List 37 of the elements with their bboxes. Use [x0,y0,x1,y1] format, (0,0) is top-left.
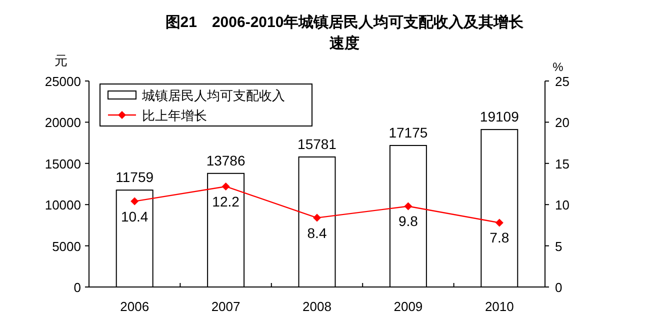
data-label: 10.4 [120,208,148,224]
y2-tick-label: 20 [555,115,570,130]
y-tick-label: 25000 [44,74,81,89]
legend-label: 城镇居民人均可支配收入 [141,88,285,103]
point [404,202,412,210]
data-label: 7.8 [490,230,510,246]
y2-tick-label: 0 [555,280,562,295]
y-tick-label: 15000 [44,156,81,172]
y2-tick-label: 5 [555,238,562,254]
data-label: 12.2 [212,193,240,210]
legend-label: 比上年增长 [142,108,207,123]
y-tick-label: 10000 [44,198,81,213]
y2-tick-label: 25 [555,74,570,89]
y2-axis-title: % [552,60,564,74]
x-tick-label: 2008 [302,299,332,314]
chart-title: 图21 2006-2010年城镇居民人均可支配收入及其增长速度 [164,13,524,54]
point [495,218,504,227]
data-label: 11759 [116,169,154,186]
x-tick-label: 2007 [211,299,240,314]
point [222,182,230,190]
y-tick-label: 0 [74,280,81,295]
y2-tick-label: 15 [555,156,570,172]
y-tick-label: 5000 [52,238,81,254]
point [313,214,321,222]
data-label: 8.4 [307,224,327,241]
point [130,197,139,206]
data-label: 17175 [388,124,428,140]
x-tick-label: 2006 [120,299,150,314]
data-label: 19109 [480,108,520,125]
data-label: 13786 [206,152,246,168]
data-label: 15781 [298,136,337,152]
y2-tick-label: 10 [555,198,570,213]
y-tick-label: 20000 [44,115,81,130]
y-axis-title: 元 [54,53,68,68]
x-tick-label: 2010 [484,299,514,314]
data-label: 9.8 [398,213,418,230]
x-tick-label: 2009 [394,299,423,314]
